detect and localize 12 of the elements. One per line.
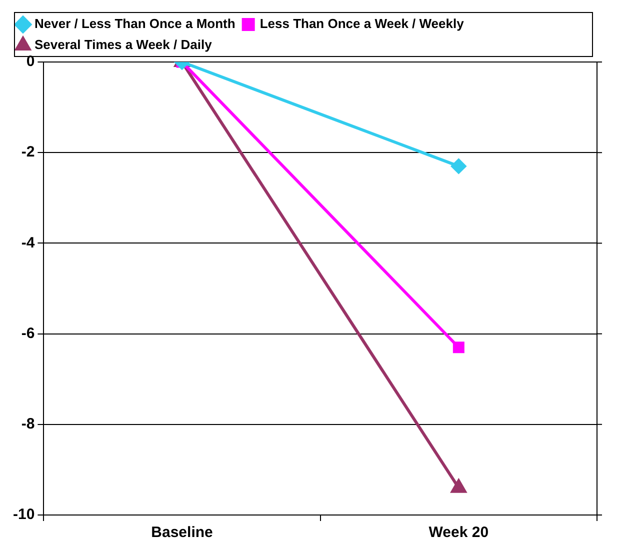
point [451, 479, 466, 493]
y-tick-label: -6 [21, 324, 35, 342]
legend-label: Less Than Once a Week / Weekly [260, 16, 465, 32]
legend-label: Never / Less Than Once a Month [34, 16, 236, 32]
y-tick-label: -2 [21, 144, 35, 161]
y-tick-label: -4 [21, 234, 36, 252]
y-tick-label: -10 [12, 506, 35, 524]
legend-label: Several Times a Week / Daily [34, 37, 213, 52]
x-tick-label: Week 20 [428, 524, 489, 542]
y-tick-label: -8 [21, 416, 35, 433]
x-tick-label: Baseline [151, 524, 213, 542]
point [452, 342, 464, 354]
